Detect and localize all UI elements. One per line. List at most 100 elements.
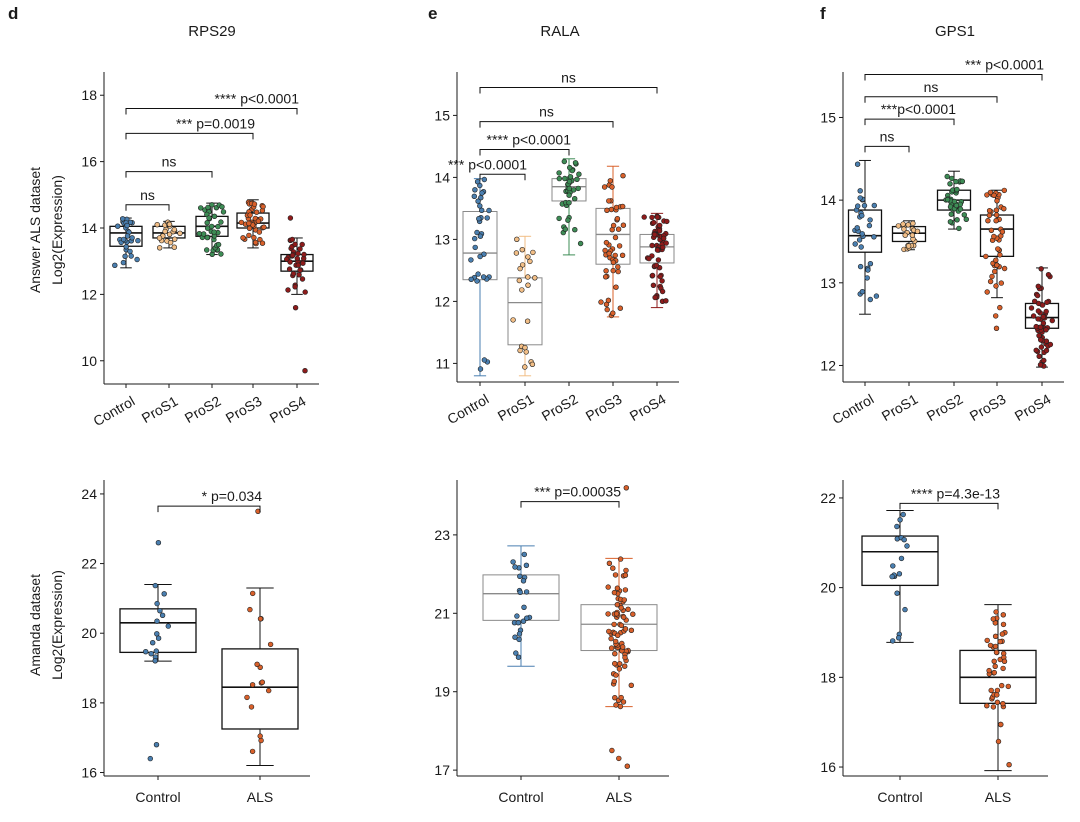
row2-ylabel-line2: Log2(Expression) bbox=[49, 570, 65, 680]
data-point-control bbox=[475, 271, 481, 277]
data-point-pros3 bbox=[1001, 206, 1007, 212]
data-point-pros3 bbox=[605, 297, 612, 303]
data-point-pros3 bbox=[260, 203, 266, 210]
data-point-als bbox=[992, 633, 999, 639]
data-point-pros4 bbox=[1045, 272, 1052, 278]
significance-bracket bbox=[864, 73, 1043, 81]
y-tick-label: 16 bbox=[820, 759, 836, 775]
data-point-als bbox=[623, 485, 629, 491]
data-point-control bbox=[514, 613, 520, 619]
data-point-pros2 bbox=[566, 178, 573, 185]
panel-letter-d: d bbox=[8, 4, 18, 23]
data-point-pros3 bbox=[602, 247, 608, 254]
data-point-pros4 bbox=[1043, 308, 1049, 315]
data-point-control bbox=[854, 161, 861, 167]
data-point-als bbox=[267, 641, 274, 648]
data-point-als bbox=[630, 611, 636, 617]
data-point-als bbox=[249, 748, 256, 755]
data-point-control bbox=[152, 658, 158, 664]
data-point-control bbox=[479, 207, 485, 214]
data-point-pros1 bbox=[525, 274, 531, 280]
significance-label: ns bbox=[162, 154, 177, 170]
data-point-pros2 bbox=[948, 211, 954, 217]
data-point-pros4 bbox=[301, 251, 307, 258]
data-point-pros4 bbox=[289, 252, 296, 259]
data-point-control bbox=[165, 623, 172, 629]
data-point-als bbox=[624, 763, 630, 769]
data-point-pros3 bbox=[997, 304, 1003, 311]
data-point-pros1 bbox=[902, 232, 908, 238]
data-point-pros3 bbox=[616, 243, 623, 249]
data-point-als bbox=[990, 616, 996, 622]
data-point-pros4 bbox=[663, 240, 669, 246]
data-point-pros3 bbox=[617, 305, 623, 311]
y-tick-label: 16 bbox=[81, 765, 97, 781]
data-point-pros4 bbox=[654, 247, 661, 253]
data-point-als bbox=[610, 565, 616, 571]
y-tick-label: 10 bbox=[81, 353, 97, 369]
data-point-control bbox=[480, 274, 487, 280]
data-point-als bbox=[608, 635, 614, 642]
data-point-control bbox=[127, 248, 133, 255]
data-point-pros1 bbox=[513, 250, 520, 256]
data-point-control bbox=[864, 275, 870, 281]
data-point-als bbox=[247, 606, 253, 613]
x-tick-label-pros4: ProS4 bbox=[267, 393, 309, 426]
data-point-pros4 bbox=[1036, 332, 1042, 339]
x-tick-label-als: ALS bbox=[985, 789, 1011, 805]
data-point-control bbox=[135, 237, 141, 244]
data-point-control bbox=[129, 235, 135, 241]
x-tick-label-pros2: ProS2 bbox=[182, 393, 224, 426]
data-point-pros4 bbox=[1043, 347, 1050, 354]
data-point-pros2 bbox=[206, 215, 212, 221]
data-point-control bbox=[517, 573, 523, 579]
data-point-als bbox=[1001, 658, 1008, 664]
data-point-control bbox=[468, 276, 474, 282]
data-point-pros2 bbox=[571, 196, 578, 202]
data-point-pros2 bbox=[957, 206, 964, 212]
row1-ylabel-line2: Log2(Expression) bbox=[49, 175, 65, 285]
data-point-pros3 bbox=[613, 284, 619, 290]
data-point-pros3 bbox=[615, 268, 621, 275]
data-point-control bbox=[153, 648, 160, 654]
significance-label: **** p<0.0001 bbox=[215, 91, 300, 107]
y-tick-label: 15 bbox=[434, 107, 450, 123]
data-point-als bbox=[984, 702, 990, 709]
x-tick-label-pros1: ProS1 bbox=[879, 391, 921, 424]
data-point-pros2 bbox=[574, 176, 580, 183]
significance-bracket bbox=[125, 204, 170, 211]
data-point-pros4 bbox=[1036, 353, 1042, 359]
data-point-control bbox=[120, 259, 127, 266]
data-point-control bbox=[154, 618, 160, 624]
data-point-pros3 bbox=[992, 313, 999, 319]
data-point-als bbox=[998, 721, 1004, 728]
y-tick-label: 20 bbox=[81, 625, 97, 641]
data-point-als bbox=[620, 699, 627, 705]
data-point-pros2 bbox=[556, 175, 562, 182]
data-point-pros3 bbox=[986, 208, 993, 214]
data-point-control bbox=[856, 237, 863, 243]
data-point-control bbox=[134, 256, 140, 263]
x-tick-label-pros3: ProS3 bbox=[583, 391, 625, 424]
data-point-pros4 bbox=[660, 244, 666, 251]
data-point-pros4 bbox=[295, 262, 301, 268]
data-point-als bbox=[244, 694, 250, 701]
data-point-pros4 bbox=[299, 241, 305, 248]
data-point-pros2 bbox=[211, 213, 218, 220]
data-point-pros2 bbox=[215, 223, 221, 230]
data-point-als bbox=[612, 650, 618, 657]
data-point-als bbox=[992, 663, 998, 669]
data-point-pros3 bbox=[991, 268, 998, 275]
significance-bracket bbox=[157, 505, 261, 513]
data-point-pros1 bbox=[171, 226, 178, 233]
data-point-als bbox=[257, 733, 263, 739]
data-point-pros4 bbox=[1041, 357, 1047, 364]
data-point-pros3 bbox=[257, 236, 263, 243]
data-point-control bbox=[859, 231, 865, 237]
data-point-als bbox=[993, 609, 999, 615]
data-point-control bbox=[154, 631, 160, 637]
data-point-pros4 bbox=[641, 214, 647, 220]
data-point-pros2 bbox=[565, 217, 571, 223]
box-control bbox=[861, 535, 939, 587]
data-point-control bbox=[124, 233, 131, 239]
